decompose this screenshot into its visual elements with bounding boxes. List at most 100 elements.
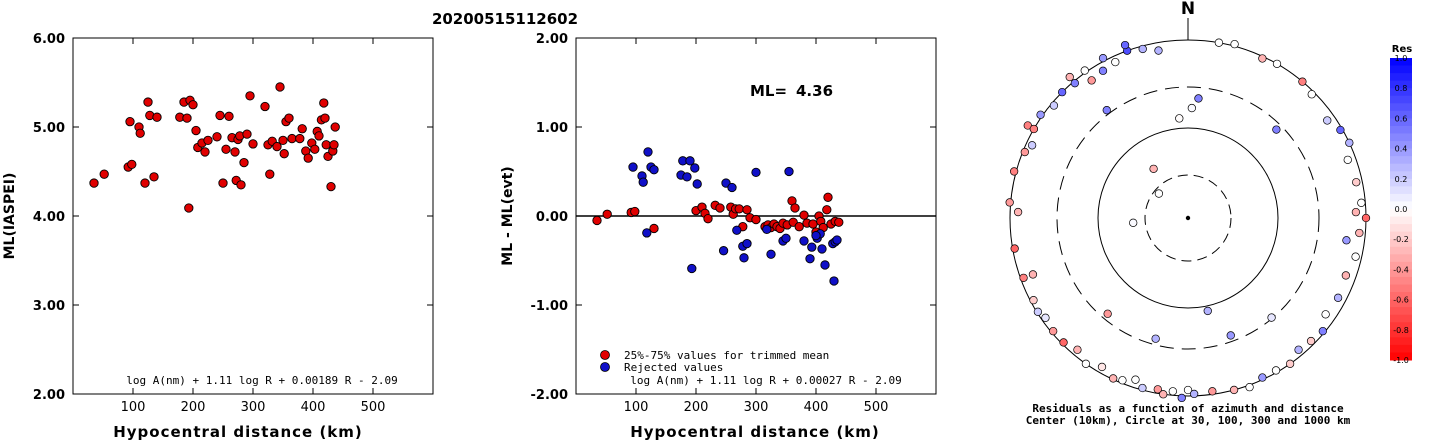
colorbar-tick-label: 0.2 xyxy=(1395,175,1408,184)
colorbar-swatch xyxy=(1390,231,1412,240)
colorbar-swatch xyxy=(1390,156,1412,165)
azimuth-point xyxy=(1098,66,1108,75)
station-point xyxy=(321,140,331,150)
colorbar-swatch xyxy=(1390,88,1412,97)
azimuth-residual-map: N Residuals as a function of azimuth and… xyxy=(1005,0,1412,427)
colorbar-swatch xyxy=(1390,141,1412,150)
station-point xyxy=(297,124,307,134)
colorbar-tick-label: 0.8 xyxy=(1395,84,1408,93)
station-point xyxy=(320,113,330,123)
y-tick-label: 2.00 xyxy=(536,32,568,47)
colorbar-swatches xyxy=(1390,58,1412,361)
colorbar-swatch xyxy=(1390,103,1412,112)
colorbar-tick-label: -0.6 xyxy=(1393,296,1409,305)
colorbar-swatch xyxy=(1390,246,1412,255)
station-point xyxy=(248,139,258,149)
station-point xyxy=(314,131,324,141)
y-tick-label: 0.00 xyxy=(536,210,568,225)
azimuth-point xyxy=(1336,125,1345,135)
station-point xyxy=(278,135,288,146)
colorbar-tick-label: 0.6 xyxy=(1395,114,1408,123)
colorbar-swatch xyxy=(1390,201,1412,210)
rejected-point xyxy=(829,276,839,286)
station-point xyxy=(330,122,340,132)
rejected-point xyxy=(832,235,842,245)
plot2-x-ticks: 100 200 300 400 500 xyxy=(624,38,889,415)
epicenter-dot xyxy=(1185,215,1191,221)
x-tick-label: 500 xyxy=(361,400,386,415)
rejected-point xyxy=(766,249,776,259)
azimuth-point xyxy=(1027,141,1037,150)
colorbar-swatch xyxy=(1390,352,1412,361)
azimuth-point xyxy=(1323,116,1332,125)
station-point xyxy=(326,181,336,192)
station-point xyxy=(125,117,135,127)
retained-point xyxy=(794,222,804,232)
station-point xyxy=(221,144,231,154)
rejected-point xyxy=(628,162,638,172)
azimuth-point xyxy=(1028,270,1038,279)
rejected-point xyxy=(805,254,815,264)
station-point xyxy=(275,82,285,92)
colorbar-swatch xyxy=(1390,239,1412,248)
colorbar-tick-label: -1.0 xyxy=(1393,356,1409,365)
x-tick-label: 400 xyxy=(804,400,829,415)
colorbar-tick-label: -0.8 xyxy=(1393,326,1409,335)
rejected-point xyxy=(690,163,700,173)
azimuth-point xyxy=(1351,252,1360,261)
retained-point xyxy=(799,210,809,220)
azimuth-point xyxy=(1049,101,1059,110)
azimuth-point xyxy=(1138,383,1147,393)
rejected-point xyxy=(751,167,761,178)
ring-300km xyxy=(1056,86,1320,350)
station-point xyxy=(218,178,228,188)
retained-point xyxy=(630,206,640,217)
y-tick-label: 3.00 xyxy=(33,299,65,314)
colorbar-swatch xyxy=(1390,299,1412,308)
x-tick-label: 500 xyxy=(864,400,889,415)
colorbar-tick-label: -0.2 xyxy=(1393,235,1409,244)
azimuth-point xyxy=(1226,331,1235,340)
plot2-legend: 25%-75% values for trimmed mean Rejected… xyxy=(600,349,829,374)
azimuth-point xyxy=(1229,385,1239,395)
north-label: N xyxy=(1181,0,1195,19)
retained-point xyxy=(823,192,833,202)
azimuth-point xyxy=(1029,296,1038,305)
azimuth-point xyxy=(1306,336,1316,346)
station-point xyxy=(99,169,109,179)
station-point xyxy=(284,113,294,123)
azimuth-point xyxy=(1109,374,1118,383)
colorbar-tick-label: 0.4 xyxy=(1395,145,1408,154)
azimuth-point xyxy=(1120,40,1130,50)
azimuth-point xyxy=(1333,293,1343,302)
azimuth-point xyxy=(1285,359,1295,368)
azimuth-point xyxy=(1298,77,1307,86)
plot2-y-axis-label: ML - ML(evt) xyxy=(500,166,516,265)
magnitude-vs-distance-plot: 2.00 3.00 4.00 5.00 6.00 100 200 300 400 500 ML(… xyxy=(2,32,434,441)
station-point xyxy=(191,125,201,136)
azimuth-point xyxy=(1020,147,1029,157)
azimuth-point xyxy=(1065,72,1074,82)
rejected-point xyxy=(817,244,827,254)
azimuth-point xyxy=(1005,198,1014,207)
retained-point xyxy=(834,217,844,227)
colorbar-swatch xyxy=(1390,216,1412,225)
colorbar-swatch xyxy=(1390,163,1412,172)
azimuth-point xyxy=(1352,178,1361,187)
rejected-point xyxy=(682,172,692,182)
colorbar-swatch xyxy=(1390,110,1412,119)
azimuth-point xyxy=(1131,375,1140,384)
station-point xyxy=(89,178,99,188)
azimuth-point xyxy=(1214,38,1224,47)
azimuth-point xyxy=(1019,273,1028,283)
azimuth-point xyxy=(1098,54,1108,63)
colorbar-swatch xyxy=(1390,344,1412,353)
colorbar-swatch xyxy=(1390,314,1412,323)
colorbar-swatch xyxy=(1390,186,1412,195)
residual-vs-distance-plot: -2.00 -1.00 0.00 1.00 2.00 100 200 300 400 500 M… xyxy=(500,32,937,441)
colorbar-swatch xyxy=(1390,65,1412,74)
azimuth-point xyxy=(1230,39,1239,49)
x-tick-label: 100 xyxy=(121,400,146,415)
plot2-points xyxy=(592,147,844,286)
